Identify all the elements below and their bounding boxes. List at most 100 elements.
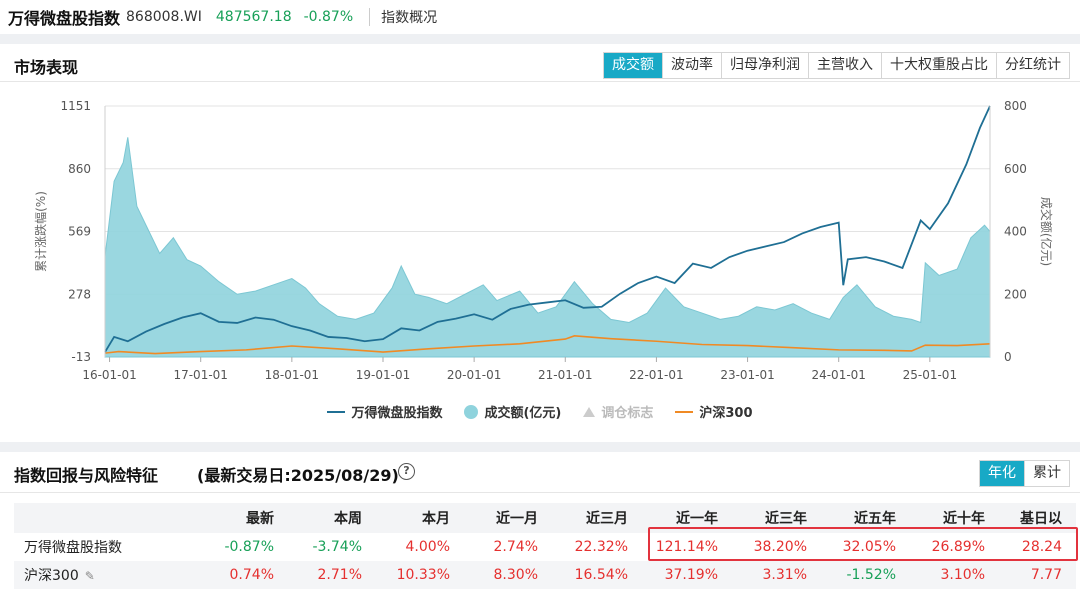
table-cell: -1.52%: [821, 561, 910, 589]
index-code: 868008.WI: [126, 9, 202, 25]
legend-rebalance-label: 调仓标志: [601, 406, 654, 421]
table-cell: 10.33%: [376, 561, 464, 589]
market-tabs: 成交额 波动率 归母净利润 主营收入 十大权重股占比 分红统计: [603, 52, 1070, 79]
returns-tabs: 年化 累计: [979, 460, 1070, 487]
turnover-area: [104, 137, 991, 358]
csi300-line-swatch: [675, 410, 694, 413]
x-tick-label: 18-01-01: [265, 368, 319, 382]
table-cell: 32.05%: [821, 533, 910, 561]
row-label: 沪深300 ✎: [14, 561, 184, 589]
x-tick-label: 25-01-01: [903, 368, 957, 382]
tab-top10-weight[interactable]: 十大权重股占比: [881, 53, 996, 78]
col-header[interactable]: 近三月: [552, 503, 642, 533]
col-header[interactable]: 近三年: [732, 503, 821, 533]
y-left-tick-label: -13: [71, 350, 91, 364]
table-cell: 8.30%: [464, 561, 552, 589]
tab-cumulative[interactable]: 累计: [1024, 461, 1069, 486]
table-cell: 16.54%: [552, 561, 642, 589]
table-header-blank: [14, 503, 184, 533]
market-panel: 市场表现 成交额 波动率 归母净利润 主营收入 十大权重股占比 分红统计 115…: [0, 44, 1080, 442]
y-left-tick-label: 860: [68, 162, 91, 176]
y-right-tick-label: 0: [1004, 350, 1012, 364]
col-header[interactable]: 近五年: [821, 503, 910, 533]
y-right-tick-label: 600: [1004, 162, 1027, 176]
returns-subtitle: (最新交易日:2025/08/29): [197, 466, 399, 485]
tab-annualized[interactable]: 年化: [980, 461, 1024, 486]
x-tick-label: 19-01-01: [356, 368, 410, 382]
legend-index-label: 万得微盘股指数: [351, 406, 443, 421]
x-tick-label: 23-01-01: [720, 368, 774, 382]
index-header: 万得微盘股指数 868008.WI 487567.18 -0.87% 指数概况: [0, 0, 1080, 34]
legend-csi300-label: 沪深300: [699, 406, 753, 421]
col-header[interactable]: 近十年: [910, 503, 999, 533]
table-cell: 3.31%: [732, 561, 821, 589]
y-left-axis-title: 累计涨跌幅(%): [33, 191, 48, 272]
legend-turnover-label: 成交额(亿元): [484, 406, 562, 421]
index-line: [104, 105, 991, 353]
edit-icon[interactable]: ✎: [84, 569, 95, 583]
table-header-row: 最新 本周 本月 近一月 近三月 近一年 近三年 近五年 近十年 基日以: [14, 503, 1076, 533]
col-header[interactable]: 本月: [376, 503, 464, 533]
y-right-tick-label: 200: [1004, 287, 1027, 301]
x-tick-label: 21-01-01: [538, 368, 592, 382]
table-cell: 4.00%: [376, 533, 464, 561]
col-header[interactable]: 近一月: [464, 503, 552, 533]
legend-csi300[interactable]: 沪深300: [675, 402, 753, 421]
tab-net-profit[interactable]: 归母净利润: [721, 53, 808, 78]
table-row[interactable]: 万得微盘股指数 -0.87% -3.74% 4.00% 2.74% 22.32% 121.1…: [14, 533, 1076, 561]
csi300-line: [104, 335, 991, 355]
table-cell: -0.87%: [184, 533, 288, 561]
y-left-tick-label: 278: [68, 287, 91, 301]
row-label: 万得微盘股指数: [14, 533, 184, 561]
table-cell: 28.24: [999, 533, 1076, 561]
table-cell: 3.10%: [910, 561, 999, 589]
row-name: 沪深300: [24, 568, 79, 584]
overview-link[interactable]: 指数概况: [381, 10, 438, 26]
y-right-tick-label: 800: [1004, 99, 1027, 113]
tab-turnover[interactable]: 成交额: [604, 53, 662, 78]
market-title-divider: [0, 81, 1080, 82]
table-cell: 38.20%: [732, 533, 821, 561]
market-chart[interactable]: 1151 800 860 600 569 400 278 200 -13 0 16-01-01 17-…: [0, 88, 1080, 438]
tab-dividend[interactable]: 分红统计: [996, 53, 1069, 78]
legend-rebalance[interactable]: 调仓标志: [583, 402, 653, 421]
returns-title: 指数回报与风险特征: [14, 466, 159, 485]
table-cell: 0.74%: [184, 561, 288, 589]
table-cell: 7.77: [999, 561, 1076, 589]
x-tick-label: 20-01-01: [447, 368, 501, 382]
table-cell: 26.89%: [910, 533, 999, 561]
col-header[interactable]: 本周: [288, 503, 376, 533]
table-cell: 37.19%: [642, 561, 732, 589]
index-change: -0.87%: [303, 9, 354, 25]
triangle-icon: [583, 406, 596, 417]
table-cell: 2.74%: [464, 533, 552, 561]
col-header[interactable]: 近一年: [642, 503, 732, 533]
y-right-tick-label: 400: [1004, 225, 1027, 239]
market-title: 市场表现: [14, 58, 79, 77]
question-icon[interactable]: ?: [398, 463, 415, 480]
y-left-tick-label: 569: [68, 225, 91, 239]
index-name: 万得微盘股指数: [8, 9, 121, 28]
col-header[interactable]: 最新: [184, 503, 288, 533]
legend-index[interactable]: 万得微盘股指数: [327, 402, 442, 421]
returns-panel: 指数回报与风险特征 (最新交易日:2025/08/29) ? 年化 累计 最新 …: [0, 452, 1080, 593]
chart-legend: 万得微盘股指数 成交额(亿元) 调仓标志 沪深300: [0, 402, 1080, 421]
x-tick-label: 22-01-01: [629, 368, 683, 382]
returns-title-divider: [0, 492, 1080, 493]
x-tick-label: 16-01-01: [82, 368, 136, 382]
tab-revenue[interactable]: 主营收入: [808, 53, 881, 78]
table-cell: -3.74%: [288, 533, 376, 561]
header-divider: [369, 8, 371, 26]
legend-turnover[interactable]: 成交额(亿元): [464, 402, 561, 421]
table-row[interactable]: 沪深300 ✎ 0.74% 2.71% 10.33% 8.30% 16.54% 37.19% 3…: [14, 561, 1076, 589]
returns-table: 最新 本周 本月 近一月 近三月 近一年 近三年 近五年 近十年 基日以 万得微…: [14, 503, 1076, 589]
index-line-swatch: [327, 410, 346, 413]
col-header[interactable]: 基日以: [999, 503, 1076, 533]
tab-volatility[interactable]: 波动率: [662, 53, 721, 78]
y-right-axis-title: 成交额(亿元): [1039, 197, 1054, 266]
x-tick-label: 24-01-01: [811, 368, 865, 382]
row-name: 万得微盘股指数: [24, 540, 122, 556]
table-cell: 121.14%: [642, 533, 732, 561]
x-tick-label: 17-01-01: [173, 368, 227, 382]
turnover-dot-swatch: [464, 404, 479, 419]
